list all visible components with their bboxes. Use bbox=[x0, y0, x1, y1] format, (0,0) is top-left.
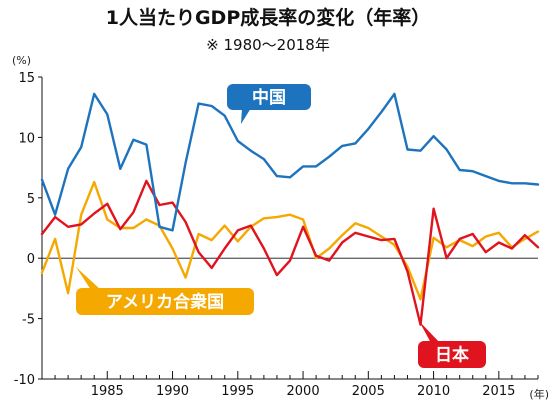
callout-label: アメリカ合衆国 bbox=[106, 292, 224, 313]
callout-pointer bbox=[419, 321, 440, 343]
axes: 15 10 5 0 -5 -10 1985 1990 1995 2000 2005 2010 2015 bbox=[14, 71, 539, 399]
x-tick-label: 2000 bbox=[287, 384, 320, 399]
callout-box bbox=[418, 341, 486, 368]
x-axis-unit: (年) bbox=[529, 387, 549, 401]
y-tick-label: 0 bbox=[27, 252, 35, 267]
callout-usa: アメリカ合衆国 bbox=[76, 267, 254, 315]
callout-box bbox=[227, 84, 311, 110]
y-tick-label: -10 bbox=[14, 373, 35, 388]
callout-pointer bbox=[76, 267, 101, 290]
y-tick-label: 5 bbox=[27, 192, 35, 207]
x-tick-label: 2015 bbox=[482, 384, 515, 399]
callout-box bbox=[76, 288, 254, 315]
callout-pointer bbox=[241, 108, 251, 124]
x-tick-label: 2005 bbox=[352, 384, 385, 399]
callout-japan: 日本 bbox=[418, 321, 486, 368]
x-tick-label: 1990 bbox=[156, 384, 189, 399]
series-line-japan bbox=[40, 179, 540, 326]
chart-subtitle: ※ 1980～2018年 bbox=[206, 36, 330, 54]
x-tick-label: 2010 bbox=[417, 384, 450, 399]
y-axis-unit: (%) bbox=[12, 54, 31, 67]
x-tick-label: 1985 bbox=[91, 384, 124, 399]
callout-label: 中国 bbox=[252, 87, 286, 108]
callout-label: 日本 bbox=[435, 345, 469, 366]
x-tick-label: 1995 bbox=[221, 384, 254, 399]
y-tick-label: 10 bbox=[18, 131, 35, 146]
series-lines bbox=[40, 92, 540, 326]
y-tick-label: 15 bbox=[18, 71, 35, 86]
series-line-china bbox=[40, 92, 540, 232]
series-line-usa bbox=[40, 180, 540, 301]
y-tick-label: -5 bbox=[22, 313, 35, 328]
chart-title: 1人当たりGDP成長率の変化（年率） bbox=[106, 6, 431, 29]
callout-china: 中国 bbox=[227, 84, 311, 124]
